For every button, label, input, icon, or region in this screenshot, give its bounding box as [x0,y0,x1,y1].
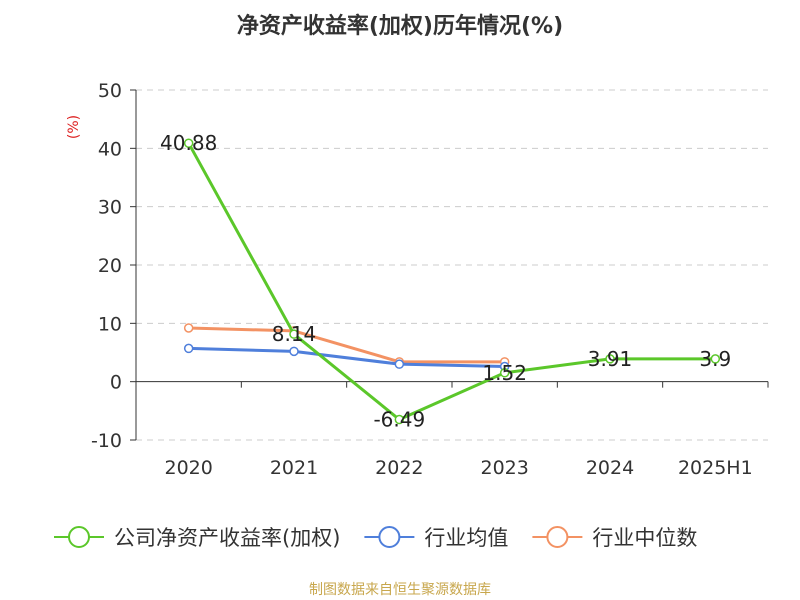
data-label: 3.91 [588,347,633,371]
legend-item-1[interactable]: 行业均值 [364,526,508,550]
data-point [289,329,299,339]
chart-title: 净资产收益率(加权)历年情况(%) [236,14,564,39]
x-tick-labels: 2020 2021 2022 2023 2024 2025H1 [164,457,752,479]
series-line [187,142,716,422]
legend-marker [68,526,90,548]
y-tick-label: 10 [98,313,122,335]
y-tick-label: -10 [91,430,122,452]
data-point [499,368,510,378]
data-point [289,346,299,357]
data-label: 40.88 [160,131,217,155]
x-tick-label: 2025H1 [678,457,753,479]
x-tick-label: 2021 [270,457,318,479]
data-label: 3.9 [699,347,731,371]
y-tick-label: 40 [98,138,122,160]
data-point [183,343,194,354]
legend-marker [546,526,569,548]
data-label: -6.49 [373,408,425,432]
series-line [188,326,505,364]
data-label: 8.14 [272,322,317,346]
y-tick-label: 30 [98,197,122,219]
legend-label: 行业中位数 [592,526,697,550]
data-point [183,323,194,333]
x-tick-label: 2022 [375,457,423,479]
data-point [183,138,194,148]
y-tick-label: 20 [98,255,122,277]
legend-label: 公司净资产收益率(加权) [114,526,340,550]
data-point [605,354,615,364]
data-point [394,359,405,369]
series-1 [183,343,510,372]
series-0 [183,138,721,425]
series-layer [183,138,721,425]
legend[interactable]: 公司净资产收益率(加权) 行业均值 行业中位数 [54,526,697,550]
x-tick-label: 2023 [480,457,528,479]
data-point [710,354,721,364]
y-tick-label: 50 [98,80,122,102]
legend-item-2[interactable]: 行业中位数 [532,526,697,550]
legend-item-0[interactable]: 公司净资产收益率(加权) [54,526,340,550]
x-tick-label: 2020 [164,457,212,479]
y-tick-label: 0 [110,372,122,394]
series-2 [183,323,510,367]
data-point [394,414,405,425]
axes [130,89,769,441]
x-tick-label: 2024 [586,457,634,479]
legend-label: 行业均值 [424,526,508,550]
data-labels: 40.88 8.14 -6.49 1.52 3.91 3.9 [160,131,731,431]
y-axis-label: (%) [66,115,82,139]
y-axis-label-group: (%) [66,115,82,139]
data-label: 1.52 [482,361,527,385]
y-tick-labels: -10 0 10 20 30 40 50 [91,80,122,452]
source-note: 制图数据来自恒生聚源数据库 [309,582,491,598]
series-line [188,346,505,368]
legend-marker [378,526,401,548]
